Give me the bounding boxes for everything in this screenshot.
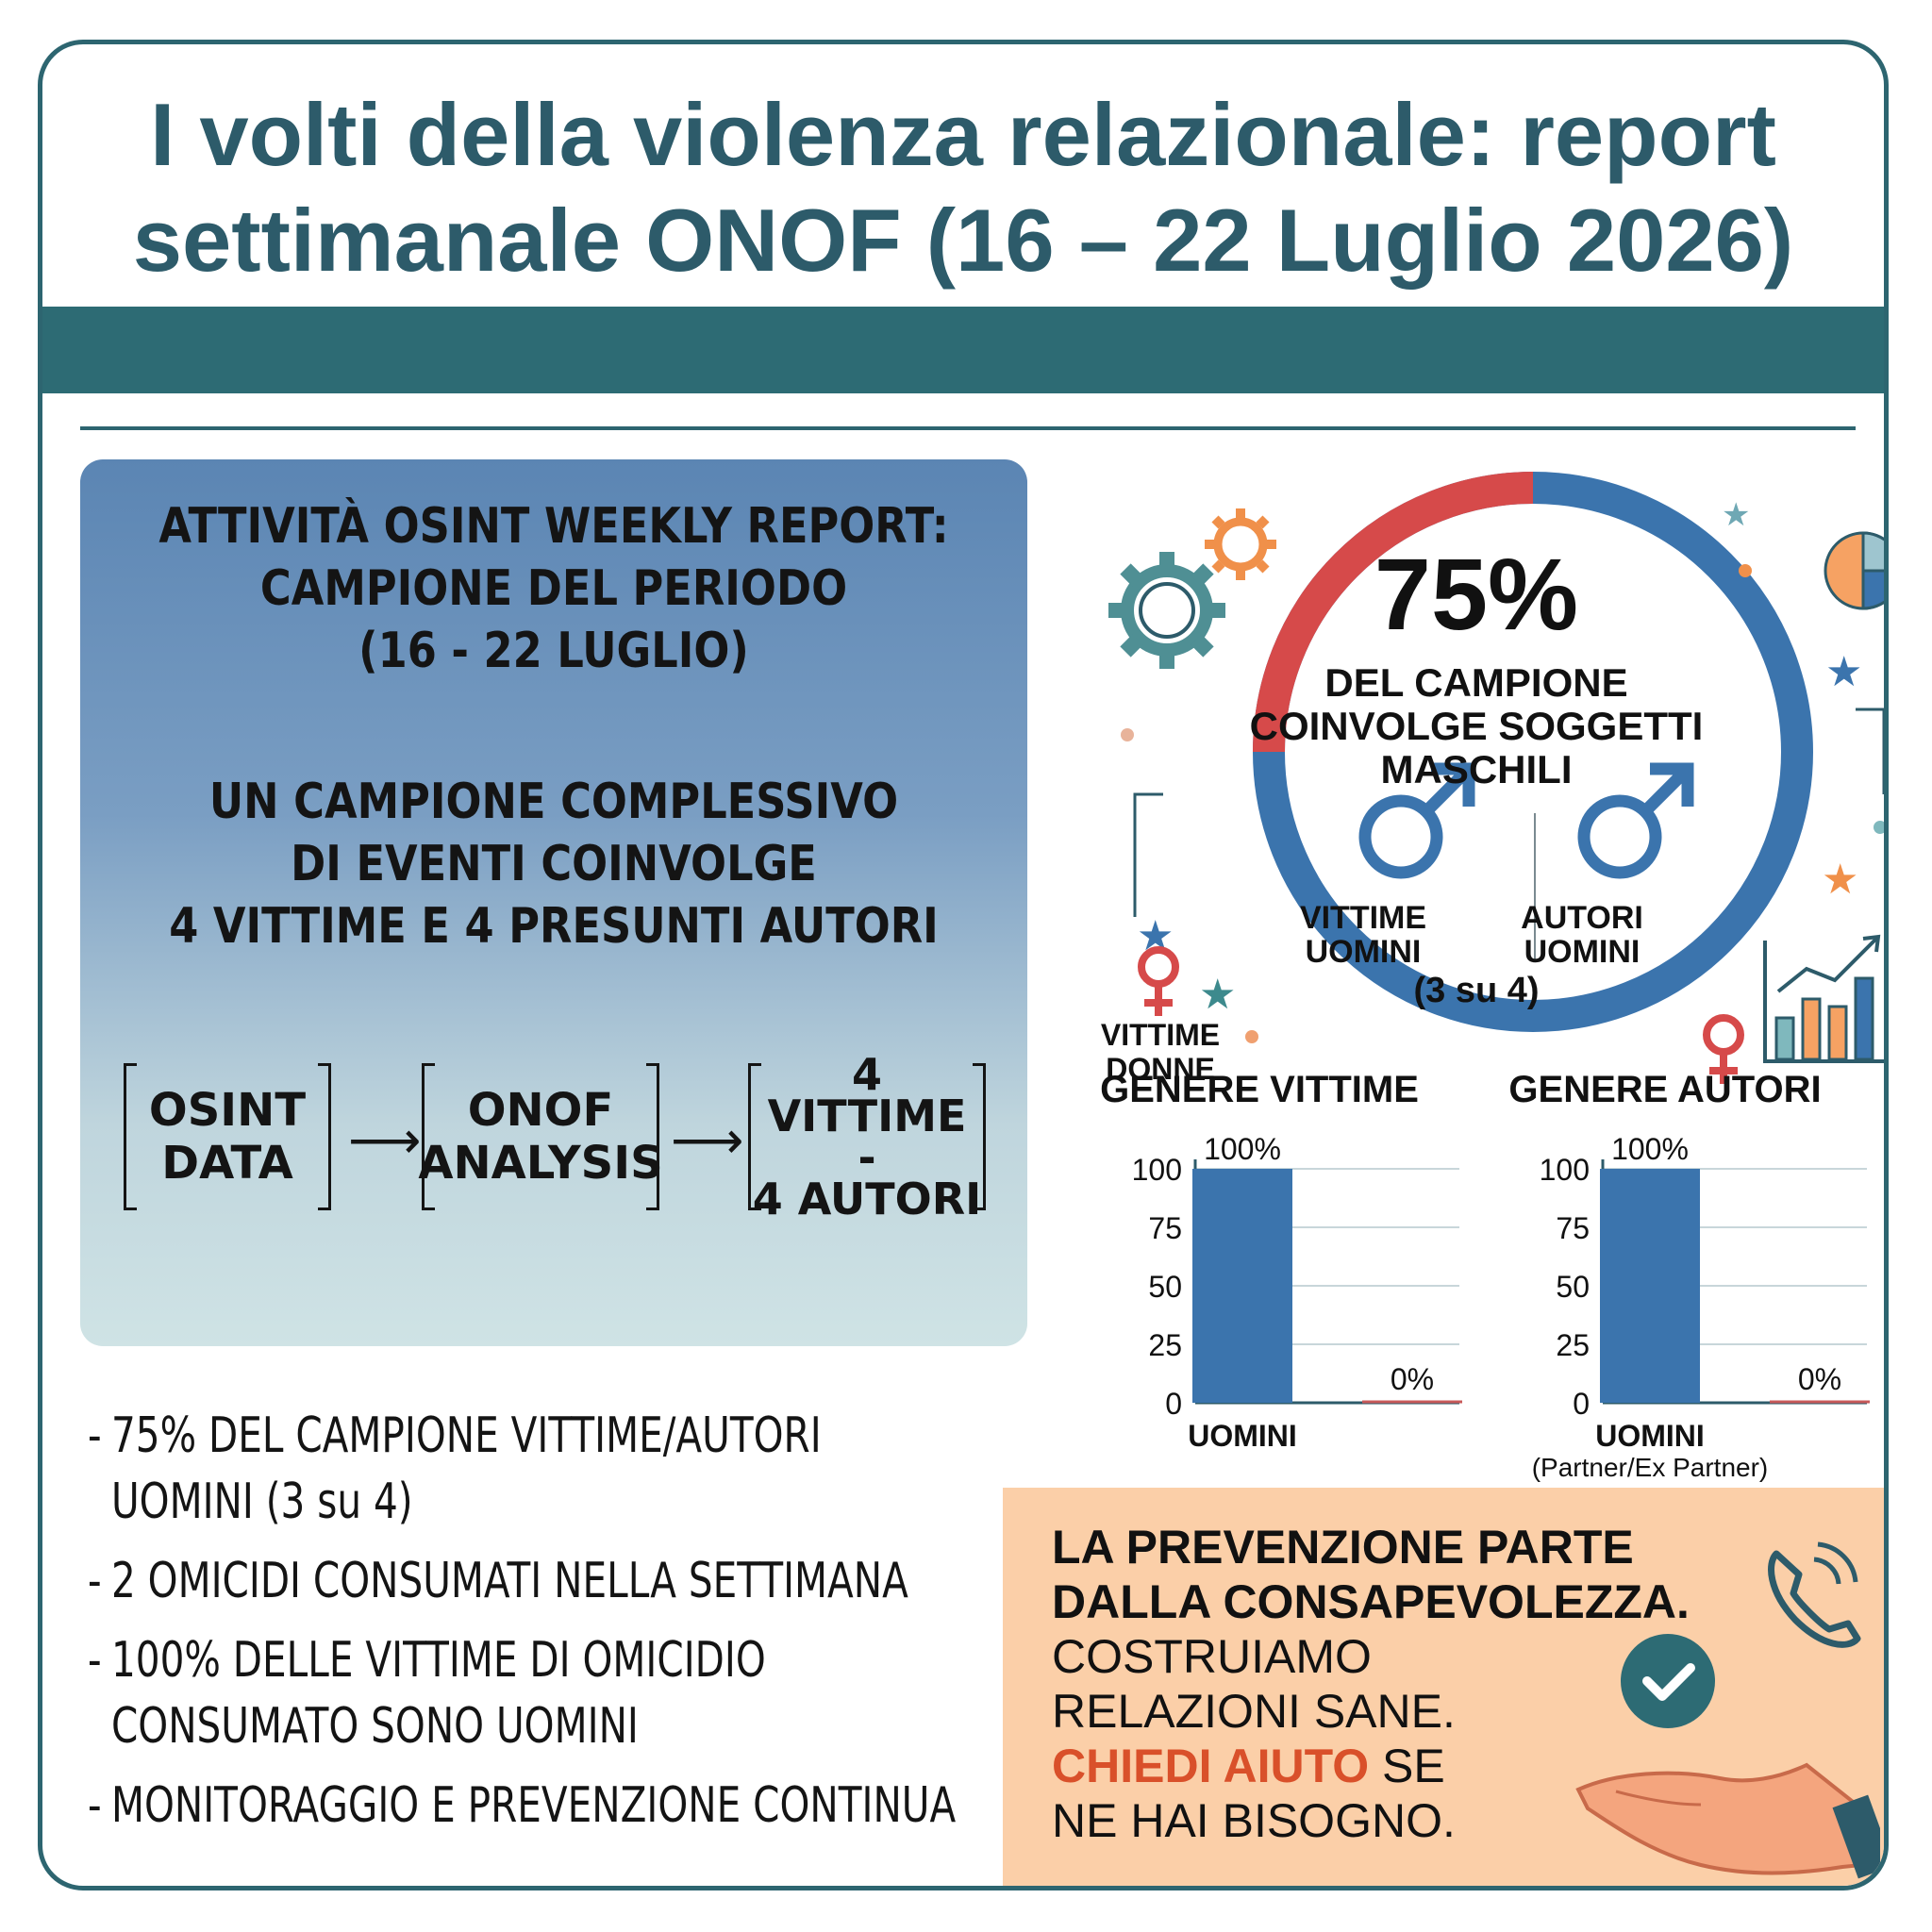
gear-icon [1108,552,1225,669]
arrow-right-icon: ⟶ [348,1112,422,1169]
y-tick-label: 25 [1148,1328,1182,1362]
flow-step-osint: OSINT DATA [124,1063,331,1210]
list-item: - 100% DELLE VITTIME DI OMICIDIO CONSUMAT… [88,1632,766,1755]
data-label: 0% [1798,1362,1841,1396]
phone-icon [1768,1541,1861,1648]
key-findings-list: - 75% DEL CAMPIONE VITTIME/AUTORI UOMINI … [88,1403,1031,1852]
victims-men-label: VITTIME UOMINI [1299,900,1427,970]
ratio-label: (3 su 4) [1413,971,1540,1010]
osint-summary-panel: ATTIVITÀ OSINT WEEKLY REPORT: CAMPIONE D… [80,459,1027,1346]
gear-icon [1205,508,1276,580]
y-tick-label: 50 [1556,1270,1590,1304]
list-item: - 75% DEL CAMPIONE VITTIME/AUTORI UOMINI … [88,1407,822,1530]
star-icon: ★ [1822,857,1858,903]
star-icon: ★ [1825,649,1862,695]
female-symbol-icon [1703,1014,1744,1084]
gender-ring-graphic: ★ ★ ★ ★ ★ [1108,472,1884,1084]
list-item: - 2 OMICIDI CONSUMATI NELLA SETTIMANA [88,1553,908,1609]
ring-female-segment [1253,472,1534,753]
victims-women-label: VITTIME DONNE [1100,1018,1221,1086]
bar [1600,1169,1700,1403]
gender-bar-charts: 0 25 50 75 100 100% UOMINI 0% 0 25 50 75 100 100% UOMI… [1132,1132,1870,1482]
y-tick-label: 25 [1556,1328,1590,1362]
y-tick-label: 75 [1556,1211,1590,1245]
male-symbol-icon [1358,762,1475,879]
y-tick-label: 100 [1132,1153,1182,1187]
category-label: UOMINI [1595,1419,1705,1453]
bar [1192,1169,1292,1403]
ring-caption: DEL CAMPIONE COINVOLGE SOGGETTI MASCHILI [1249,660,1704,791]
star-icon: ★ [1199,972,1236,1018]
flow-step-analysis: ONOF ANALYSIS [418,1063,663,1210]
y-tick-label: 0 [1165,1387,1182,1421]
star-icon: ★ [1722,497,1750,533]
infographic-frame: I volti della violenza relazionale: repo… [38,40,1889,1890]
check-icon [1621,1634,1715,1728]
male-symbol-icon [1577,762,1694,879]
bar-chart-icon [1763,934,1884,1063]
panel-heading: ATTIVITÀ OSINT WEEKLY REPORT: CAMPIONE D… [158,498,949,679]
female-symbol-icon [1138,946,1179,1016]
category-note: (Partner/Ex Partner) [1532,1453,1769,1482]
chart-title-victims: GENERE VITTIME [1100,1069,1419,1110]
panel-summary: UN CAMPIONE COMPLESSIVO DI EVENTI COINVO… [169,774,939,955]
data-label: 100% [1611,1132,1689,1166]
arrow-right-icon: ⟶ [671,1112,744,1169]
y-tick-label: 50 [1148,1270,1182,1304]
open-hand-icon [1575,1762,1880,1879]
page-title: I volti della violenza relazionale: repo… [132,85,1794,290]
title-band [42,307,1884,393]
chart-title-authors: GENERE AUTORI [1508,1069,1822,1110]
list-item: - MONITORAGGIO E PREVENZIONE CONTINUA [88,1777,957,1834]
pie-chart-icon [1824,531,1884,610]
prevention-callout: LA PREVENZIONE PARTE DALLA CONSAPEVOLEZZ… [1003,1488,1884,1886]
data-label: 0% [1391,1362,1434,1396]
help-illustration [1575,1541,1880,1879]
callout-text: LA PREVENZIONE PARTE DALLA CONSAPEVOLEZZ… [1052,1521,1690,1847]
flow-step-result: 4 VITTIME -4 AUTORI [748,1053,986,1221]
y-tick-label: 100 [1540,1153,1590,1187]
category-label: UOMINI [1188,1419,1297,1453]
y-tick-label: 75 [1148,1211,1182,1245]
data-label: 100% [1204,1132,1281,1166]
y-tick-label: 0 [1573,1387,1590,1421]
authors-men-label: AUTORI UOMINI [1521,900,1643,970]
ring-percent: 75% [1374,537,1579,651]
divider [80,426,1856,430]
